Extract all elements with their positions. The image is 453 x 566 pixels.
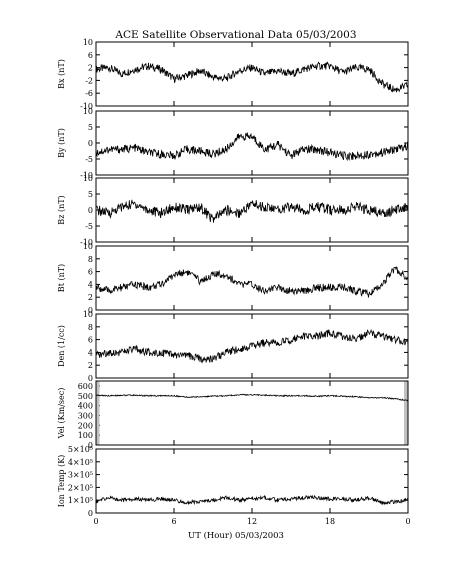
y-tick-label: -10 [80,171,93,180]
y-tick-label: 0 [88,374,93,383]
y-tick-label: 10 [83,242,93,251]
y-tick-label: 600 [78,382,93,391]
y-tick-label: 3×10⁵ [68,471,93,480]
y-tick-label: 5 [88,190,93,199]
y-tick-label: 2 [88,361,93,370]
y-tick-label: 5×10⁵ [68,445,93,454]
y-tick-label: 10 [83,38,93,47]
y-tick-label: 2 [88,64,93,73]
y-tick-label: 6 [88,51,93,60]
x-tick-label: 6 [171,517,176,526]
panel-frame [95,448,409,514]
x-tick-label: 18 [325,517,335,526]
y-tick-label: -5 [85,155,93,164]
y-tick-label: 0 [88,206,93,215]
y-tick-label: 2 [88,293,93,302]
series-line [95,61,409,93]
y-tick-label: 10 [83,107,93,116]
y-axis-label: Bz (nT) [57,195,66,224]
chart-title: ACE Satellite Observational Data 05/03/2… [114,29,356,41]
series-line [95,328,409,364]
y-axis-label: By (nT) [57,128,66,158]
x-tick-label: 0 [93,517,98,526]
y-tick-label: 8 [88,323,93,332]
y-tick-label: 4 [88,348,93,357]
y-axis-label: Bx (nT) [57,59,66,89]
y-axis-label: Vel (Km/sec) [57,388,66,440]
y-tick-label: 6 [88,268,93,277]
panel-frame [95,380,409,446]
x-tick-label: 12 [247,517,257,526]
series-line [95,494,409,506]
y-axis-label: Ion Temp (K) [57,455,66,508]
y-axis-label: Den (1/cc) [57,325,66,367]
panel-frame [95,245,409,311]
panel-frame [95,41,409,107]
y-axis-label: Bt (nT) [57,264,66,292]
y-tick-label: 200 [78,421,93,430]
y-tick-label: -10 [80,102,93,111]
series-line [95,132,409,162]
y-tick-label: 400 [78,402,93,411]
panels: 10 6 2 -2 -6 -10 Bx (nT) 10 5 0 -5 -10 By (nT) 10 5 0 -5… [57,38,411,526]
y-tick-label: 0 [88,306,93,315]
y-tick-label: 0 [88,441,93,450]
y-tick-label: 1×10⁵ [68,496,93,505]
series-line [95,393,409,402]
y-tick-label: 0 [88,139,93,148]
panel-frame [95,110,409,176]
y-tick-label: 300 [78,411,93,420]
y-tick-label: 10 [83,174,93,183]
y-tick-label: 100 [78,431,93,440]
y-tick-label: 500 [78,392,93,401]
y-tick-label: -10 [80,238,93,247]
y-tick-label: 4×10⁵ [68,458,93,467]
series-line [95,266,409,298]
y-tick-label: 6 [88,336,93,345]
y-tick-label: 8 [88,255,93,264]
y-tick-label: 4 [88,280,93,289]
y-tick-label: -6 [85,89,93,98]
series-line [95,199,409,223]
y-tick-label: -5 [85,222,93,231]
x-axis-label: UT (Hour) 05/03/2003 [188,530,284,541]
y-tick-label: 2×10⁵ [68,483,93,492]
y-tick-label: -2 [85,76,93,85]
y-tick-label: 0 [88,509,93,518]
data-gap [96,381,100,445]
data-gap [404,381,408,445]
x-tick-label: 0 [405,517,410,526]
y-tick-label: 5 [88,123,93,132]
y-tick-label: 10 [83,310,93,319]
